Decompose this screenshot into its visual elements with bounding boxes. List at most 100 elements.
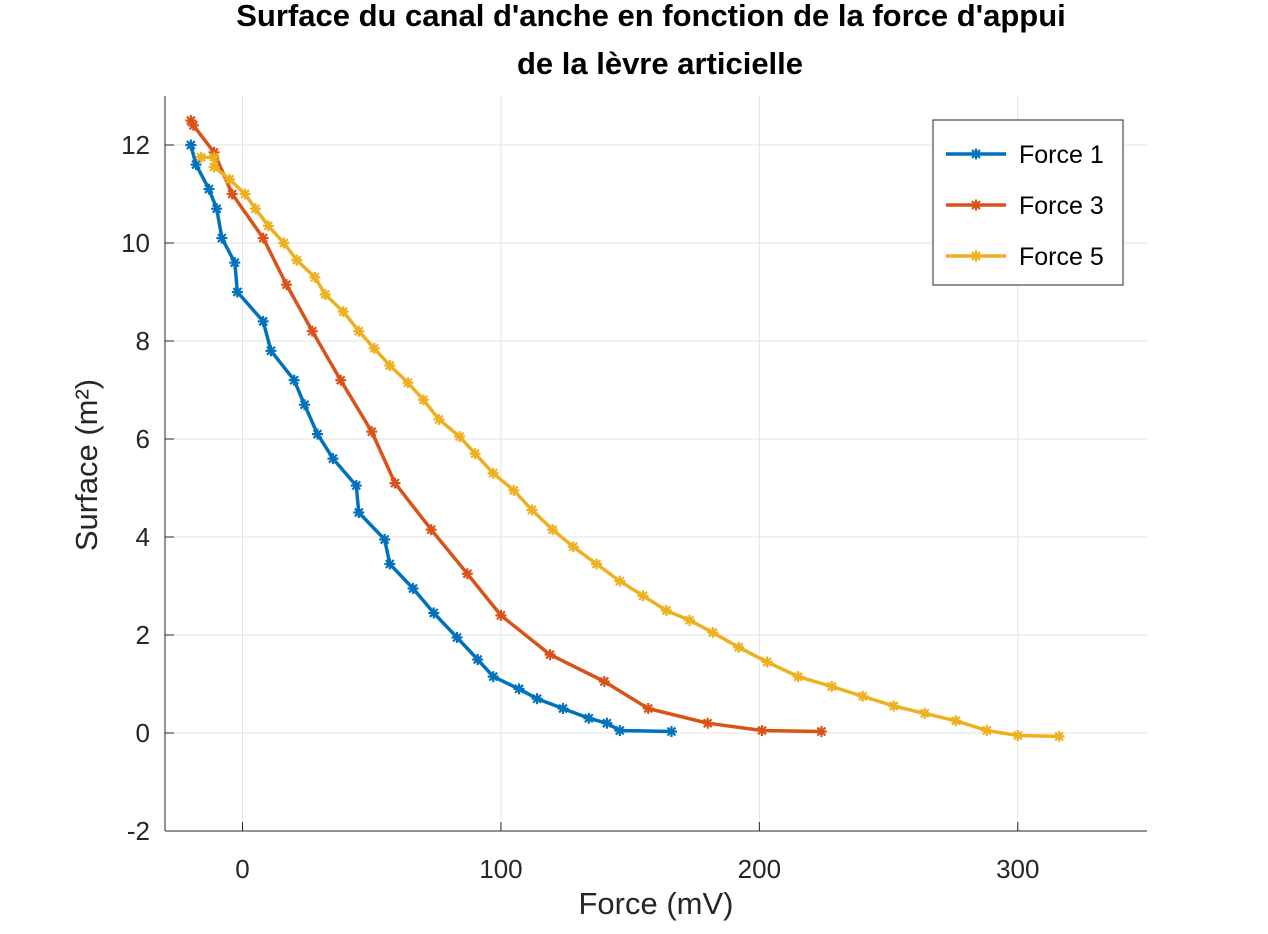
data-point-force-5	[547, 524, 559, 536]
marker-stroke	[403, 377, 413, 388]
data-point-force-5	[402, 377, 414, 389]
marker-stroke	[328, 453, 338, 464]
marker-stroke	[354, 326, 364, 336]
marker-stroke	[240, 189, 250, 199]
data-point-force-5	[857, 690, 869, 702]
marker-stroke	[418, 395, 429, 405]
data-point-force-1	[557, 703, 569, 714]
data-point-force-5	[508, 484, 520, 496]
marker-stroke	[354, 507, 364, 518]
marker-stroke	[920, 708, 930, 719]
marker-stroke	[408, 583, 418, 594]
data-point-force-5	[1012, 729, 1024, 741]
legend-item-force-3: Force 3	[946, 192, 1104, 220]
marker-stroke	[971, 149, 981, 159]
data-point-force-3	[642, 703, 654, 714]
chart-title-line-2: de la lèvre articielle	[517, 46, 803, 81]
data-point-force-1	[428, 607, 440, 619]
marker-stroke	[568, 542, 579, 552]
marker-stroke	[602, 718, 612, 728]
marker-stroke	[307, 326, 318, 336]
data-point-force-5	[614, 575, 626, 587]
marker-stroke	[191, 159, 201, 170]
data-point-force-5	[792, 671, 804, 683]
marker-stroke	[434, 414, 444, 425]
data-point-force-5	[208, 151, 220, 163]
data-point-force-1	[231, 286, 243, 298]
data-point-force-1	[472, 654, 484, 665]
y-tick-label: 10	[121, 228, 150, 258]
data-point-force-5	[384, 360, 396, 371]
marker-stroke	[816, 726, 827, 737]
data-point-force-5	[224, 173, 236, 185]
data-point-force-1	[257, 315, 269, 327]
marker-stroke	[1013, 730, 1023, 741]
data-point-force-5	[684, 614, 696, 626]
data-point-force-5	[591, 558, 603, 570]
legend-marker	[970, 250, 982, 262]
data-point-force-1	[203, 183, 215, 195]
data-point-force-3	[280, 279, 292, 291]
data-point-force-1	[190, 159, 202, 171]
data-point-force-1	[353, 507, 365, 518]
marker-stroke	[470, 448, 480, 459]
marker-stroke	[338, 306, 349, 317]
marker-stroke	[454, 431, 465, 442]
marker-stroke	[452, 632, 462, 643]
data-point-force-5	[733, 641, 745, 653]
data-point-force-5	[1053, 730, 1065, 742]
data-point-force-5	[417, 394, 429, 406]
data-point-force-5	[368, 342, 380, 354]
marker-stroke	[615, 725, 625, 736]
data-point-force-5	[888, 700, 900, 712]
legend-label: Force 5	[1019, 243, 1104, 271]
data-point-force-5	[950, 715, 962, 727]
data-point-force-5	[291, 254, 303, 266]
marker-stroke	[547, 524, 558, 535]
data-point-force-1	[583, 712, 595, 724]
data-point-force-5	[761, 656, 773, 668]
data-point-force-5	[239, 188, 251, 200]
data-point-force-5	[309, 271, 321, 283]
data-point-force-1	[311, 428, 323, 440]
chart-title-line-1: Surface du canal d'anche en fonction de …	[236, 0, 1066, 33]
marker-stroke	[366, 426, 377, 437]
data-point-force-3	[461, 568, 473, 580]
y-axis-label: Surface (m²)	[69, 379, 104, 551]
marker-stroke	[258, 233, 268, 243]
marker-stroke	[299, 399, 310, 410]
data-point-force-1	[288, 374, 300, 386]
marker-stroke	[951, 716, 961, 726]
marker-stroke	[429, 608, 439, 618]
x-tick-label: 300	[996, 854, 1039, 884]
marker-stroke	[232, 287, 243, 297]
x-axis-label: Force (mV)	[579, 886, 734, 921]
marker-stroke	[217, 233, 227, 243]
data-point-force-3	[495, 609, 507, 621]
data-point-force-3	[306, 325, 318, 337]
marker-stroke	[209, 162, 219, 172]
marker-stroke	[971, 251, 981, 261]
marker-stroke	[591, 559, 602, 569]
data-point-force-5	[319, 288, 331, 300]
marker-stroke	[488, 468, 498, 479]
marker-stroke	[289, 375, 299, 385]
y-tick-label: 4	[136, 522, 150, 552]
marker-stroke	[971, 200, 981, 210]
y-tick-label: 8	[136, 326, 150, 356]
marker-stroke	[488, 671, 498, 682]
marker-stroke	[545, 649, 555, 660]
marker-stroke	[385, 559, 395, 569]
marker-stroke	[638, 591, 648, 601]
marker-stroke	[666, 726, 677, 737]
data-point-force-3	[366, 426, 378, 438]
x-tick-label: 200	[738, 854, 781, 884]
marker-stroke	[196, 152, 206, 162]
marker-stroke	[584, 713, 594, 724]
data-point-force-5	[337, 306, 349, 318]
marker-stroke	[793, 671, 803, 682]
data-point-force-5	[981, 725, 993, 737]
data-point-force-3	[226, 188, 238, 200]
marker-stroke	[369, 343, 380, 354]
